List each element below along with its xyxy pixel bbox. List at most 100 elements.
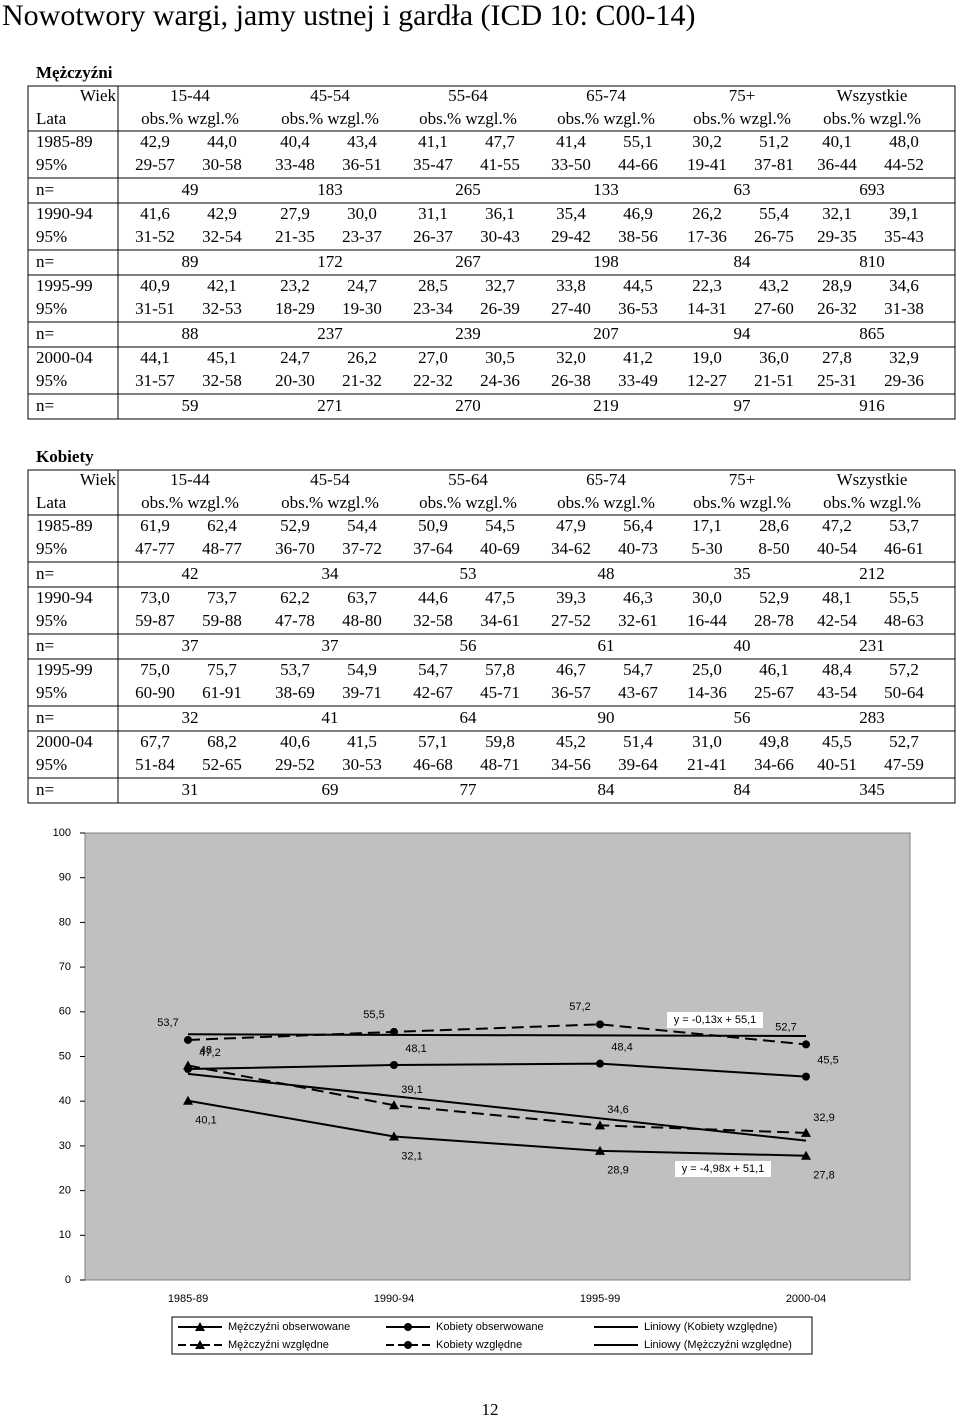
rate: 36,0 (759, 348, 789, 367)
n-count: 32 (182, 708, 199, 727)
ci-range: 34-62 (551, 539, 591, 558)
n-count: 865 (859, 324, 885, 343)
subheader: obs.% wzgl.% (693, 493, 791, 512)
n-label: n= (36, 180, 54, 199)
ci-label: 95% (36, 755, 67, 774)
data-label: 55,5 (363, 1009, 384, 1021)
n-count: 94 (734, 324, 752, 343)
ci-label: 95% (36, 683, 67, 702)
rate: 54,5 (485, 516, 515, 535)
rate: 44,6 (418, 588, 448, 607)
ci-range: 30-43 (480, 227, 520, 246)
ci-range: 34-56 (551, 755, 591, 774)
legend-label: Liniowy (Mężczyźni względne) (644, 1339, 792, 1351)
rate: 47,2 (822, 516, 852, 535)
ci-range: 21-32 (342, 371, 382, 390)
n-label: n= (36, 252, 54, 271)
marker (801, 1150, 811, 1160)
n-count: 41 (322, 708, 339, 727)
ci-range: 26-37 (413, 227, 453, 246)
y-tick-label: 100 (53, 827, 71, 839)
subheader: obs.% wzgl.% (419, 109, 517, 128)
data-label: 27,8 (813, 1170, 834, 1182)
series-line (187, 1023, 807, 1046)
ci-range: 16-44 (687, 611, 727, 630)
n-count: 198 (593, 252, 619, 271)
rate: 52,9 (280, 516, 310, 535)
rate: 35,4 (556, 204, 586, 223)
rate: 52,7 (889, 732, 919, 751)
ci-range: 19-30 (342, 299, 382, 318)
ci-range: 33-50 (551, 155, 591, 174)
ci-range: 12-27 (687, 371, 727, 390)
rate: 30,2 (692, 132, 722, 151)
age-group: 15-44 (170, 470, 210, 489)
legend-label: Mężczyźni względne (228, 1339, 329, 1351)
rate: 62,4 (207, 516, 237, 535)
n-count: 283 (859, 708, 885, 727)
ci-range: 29-57 (135, 155, 175, 174)
rate: 41,5 (347, 732, 377, 751)
rate: 43,2 (759, 276, 789, 295)
data-label: 52,7 (775, 1021, 796, 1033)
ci-range: 46-61 (884, 539, 924, 558)
ci-range: 35-47 (413, 155, 453, 174)
n-label: n= (36, 636, 54, 655)
ci-range: 59-88 (202, 611, 242, 630)
y-tick-label: 60 (59, 1006, 71, 1018)
n-label: n= (36, 708, 54, 727)
rate: 46,7 (556, 660, 586, 679)
ci-range: 23-37 (342, 227, 382, 246)
rate: 40,1 (822, 132, 852, 151)
period: 1990-94 (36, 588, 93, 607)
subheader: obs.% wzgl.% (281, 109, 379, 128)
rate: 55,1 (623, 132, 653, 151)
subheader: obs.% wzgl.% (693, 109, 791, 128)
ci-range: 14-36 (687, 683, 727, 702)
rate: 54,7 (623, 660, 653, 679)
legend-marker (404, 1323, 412, 1331)
rate: 53,7 (889, 516, 919, 535)
header-lata: Lata (36, 109, 67, 128)
period: 1995-99 (36, 276, 93, 295)
n-label: n= (36, 396, 54, 415)
subheader: obs.% wzgl.% (557, 109, 655, 128)
n-count: 34 (322, 564, 340, 583)
y-tick-label: 30 (59, 1140, 71, 1152)
legend-label: Kobiety względne (436, 1339, 522, 1351)
n-count: 231 (859, 636, 885, 655)
rate: 54,9 (347, 660, 377, 679)
n-count: 40 (734, 636, 751, 655)
period: 2000-04 (36, 732, 93, 751)
n-label: n= (36, 324, 54, 343)
n-count: 84 (734, 252, 752, 271)
rate: 28,9 (822, 276, 852, 295)
plot-area (84, 832, 911, 1281)
rate: 36,1 (485, 204, 515, 223)
rate: 73,0 (140, 588, 170, 607)
n-count: 345 (859, 780, 885, 799)
ci-range: 30-58 (202, 155, 242, 174)
n-count: 97 (734, 396, 752, 415)
table-label: Mężczyźni (36, 63, 113, 82)
n-count: 56 (734, 708, 751, 727)
rate: 32,1 (822, 204, 852, 223)
rate: 28,5 (418, 276, 448, 295)
x-tick-label: 1985-89 (168, 1293, 208, 1305)
ci-range: 8-50 (758, 539, 789, 558)
legend-marker (195, 1340, 205, 1349)
ci-range: 47-59 (884, 755, 924, 774)
equation-box (675, 1161, 771, 1177)
marker (596, 1059, 604, 1068)
ci-range: 21-41 (687, 755, 727, 774)
rate: 30,5 (485, 348, 515, 367)
legend-box (171, 1316, 813, 1355)
ci-range: 25-67 (754, 683, 794, 702)
period: 2000-04 (36, 348, 93, 367)
y-tick-label: 80 (59, 916, 71, 928)
rate: 39,1 (889, 204, 919, 223)
rate: 43,4 (347, 132, 377, 151)
ci-range: 39-64 (618, 755, 658, 774)
ci-range: 14-31 (687, 299, 727, 318)
